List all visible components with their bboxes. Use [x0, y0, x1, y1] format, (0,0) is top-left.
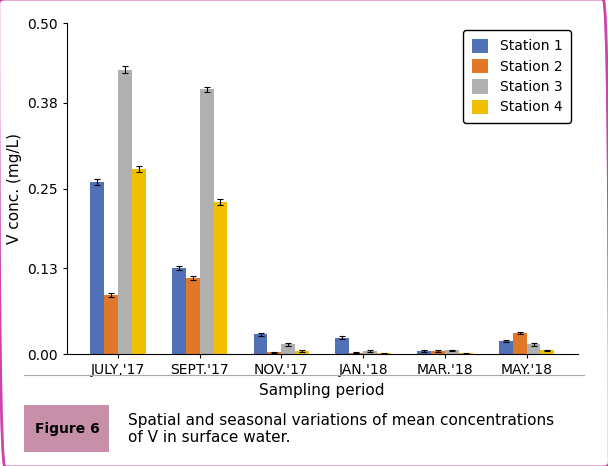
- Bar: [295, 351, 309, 354]
- Bar: [541, 350, 554, 354]
- Bar: [118, 69, 132, 354]
- Bar: [199, 89, 213, 354]
- Bar: [363, 351, 377, 354]
- Bar: [336, 337, 349, 354]
- Bar: [185, 278, 199, 354]
- Bar: [431, 351, 445, 354]
- Bar: [213, 202, 227, 354]
- Bar: [445, 350, 459, 354]
- Bar: [499, 341, 513, 354]
- Y-axis label: V conc. (mg/L): V conc. (mg/L): [7, 133, 21, 244]
- Text: Spatial and seasonal variations of mean concentrations
of V in surface water.: Spatial and seasonal variations of mean …: [128, 412, 554, 445]
- Bar: [254, 334, 268, 354]
- X-axis label: Sampling period: Sampling period: [260, 383, 385, 398]
- Bar: [268, 352, 282, 354]
- Bar: [104, 295, 118, 354]
- Legend: Station 1, Station 2, Station 3, Station 4: Station 1, Station 2, Station 3, Station…: [463, 30, 571, 123]
- Text: Figure 6: Figure 6: [35, 422, 99, 436]
- Bar: [282, 344, 295, 354]
- Bar: [132, 169, 146, 354]
- Bar: [513, 333, 527, 354]
- Bar: [527, 344, 541, 354]
- Bar: [90, 182, 104, 354]
- Bar: [349, 353, 363, 354]
- Bar: [417, 351, 431, 354]
- Bar: [172, 268, 185, 354]
